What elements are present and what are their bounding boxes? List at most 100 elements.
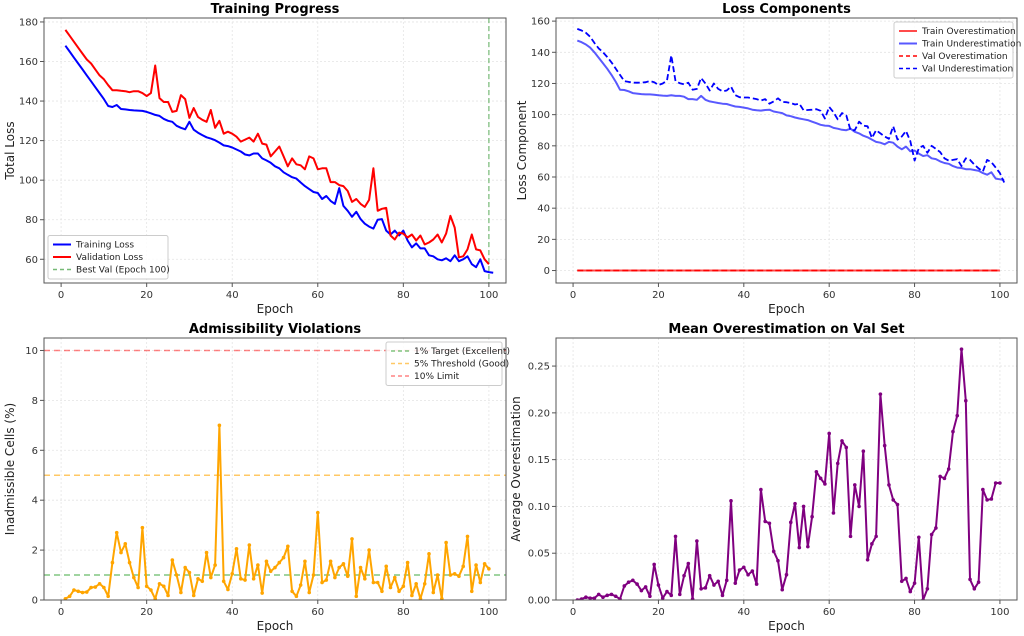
data-point — [942, 476, 947, 481]
data-point — [298, 583, 303, 587]
data-point — [682, 573, 686, 578]
data-point — [174, 573, 179, 577]
x-tick-label: 20 — [652, 290, 665, 301]
data-point — [925, 586, 930, 591]
data-point — [699, 586, 703, 591]
data-point — [707, 573, 712, 578]
data-point — [474, 563, 478, 567]
legend-label: Best Val (Epoch 100) — [76, 266, 170, 276]
x-tick-label: 80 — [397, 607, 410, 618]
y-tick-label: 80 — [25, 215, 38, 226]
legend-label: Train Underestimation — [921, 40, 1021, 50]
data-point — [435, 573, 440, 577]
y-axis-label: Loss Component — [515, 100, 529, 200]
data-point — [801, 504, 806, 509]
data-point — [912, 581, 917, 585]
data-point — [337, 565, 341, 570]
series-line-training-loss — [64, 45, 494, 274]
data-point — [238, 576, 243, 581]
data-point — [840, 439, 844, 443]
data-point — [230, 572, 235, 576]
legend-label: 10% Limit — [414, 372, 460, 382]
data-point — [968, 577, 972, 582]
x-tick-label: 20 — [652, 607, 665, 618]
data-point — [320, 580, 324, 585]
data-point — [831, 511, 836, 515]
y-tick-label: 0 — [32, 596, 38, 607]
data-point — [806, 544, 810, 549]
data-point — [767, 521, 772, 526]
data-point — [221, 579, 226, 584]
data-point — [375, 580, 380, 585]
data-point — [622, 584, 627, 588]
data-point — [358, 565, 363, 570]
data-point — [431, 590, 436, 595]
x-axis-label: Epoch — [768, 619, 805, 633]
data-point — [648, 594, 652, 599]
series-line-average-overestimation — [577, 348, 1000, 600]
data-point — [934, 526, 938, 530]
data-point — [981, 487, 985, 492]
x-tick-label: 100 — [479, 607, 498, 618]
data-point — [427, 552, 431, 556]
legend-label: Val Overestimation — [922, 52, 1008, 62]
data-point — [93, 585, 98, 589]
y-tick-label: 60 — [537, 173, 550, 184]
data-point — [938, 474, 942, 479]
data-point — [865, 557, 870, 562]
data-point — [315, 510, 320, 515]
data-point — [440, 596, 444, 600]
x-tick-label: 60 — [311, 607, 324, 618]
data-point — [281, 555, 286, 560]
data-point — [882, 443, 887, 448]
series-line-train-underestimation — [576, 39, 1005, 182]
data-point — [196, 576, 200, 581]
x-tick-label: 100 — [990, 607, 1009, 618]
data-point — [114, 530, 119, 535]
data-point — [333, 575, 337, 580]
data-point — [226, 587, 230, 592]
data-point — [123, 542, 128, 546]
data-point — [380, 589, 384, 594]
x-tick-label: 0 — [570, 290, 576, 301]
data-point — [294, 594, 299, 599]
data-point — [793, 501, 797, 506]
data-point — [746, 572, 750, 577]
data-point — [818, 476, 823, 481]
y-tick-label: 20 — [537, 235, 550, 246]
data-point — [84, 590, 89, 594]
x-tick-label: 0 — [58, 290, 64, 301]
data-point — [776, 558, 780, 563]
data-point — [784, 572, 789, 577]
y-tick-label: 0 — [544, 266, 550, 277]
data-point — [639, 588, 644, 593]
data-point — [179, 590, 183, 595]
x-tick-label: 40 — [226, 607, 239, 618]
data-point — [251, 576, 256, 581]
data-point — [106, 594, 110, 599]
data-point — [247, 543, 252, 547]
data-point — [635, 582, 639, 586]
data-point — [67, 594, 72, 599]
series-line-validation-loss — [64, 29, 490, 265]
y-tick-label: 140 — [531, 48, 550, 59]
data-point — [341, 562, 346, 566]
data-point — [989, 497, 994, 501]
data-point — [243, 578, 247, 582]
data-point — [264, 559, 269, 564]
data-point — [835, 461, 840, 466]
data-point — [998, 481, 1002, 485]
data-point — [895, 502, 900, 507]
y-tick-label: 0.20 — [528, 408, 550, 419]
y-tick-label: 140 — [19, 97, 38, 108]
data-point — [613, 594, 618, 599]
data-point — [457, 574, 461, 579]
data-point — [204, 550, 209, 555]
data-point — [422, 581, 427, 586]
data-point — [797, 545, 802, 550]
data-point — [110, 560, 115, 565]
data-point — [665, 589, 669, 594]
data-point — [183, 565, 187, 570]
y-axis-label: Average Overestimation — [509, 396, 523, 541]
x-tick-label: 60 — [311, 290, 324, 301]
